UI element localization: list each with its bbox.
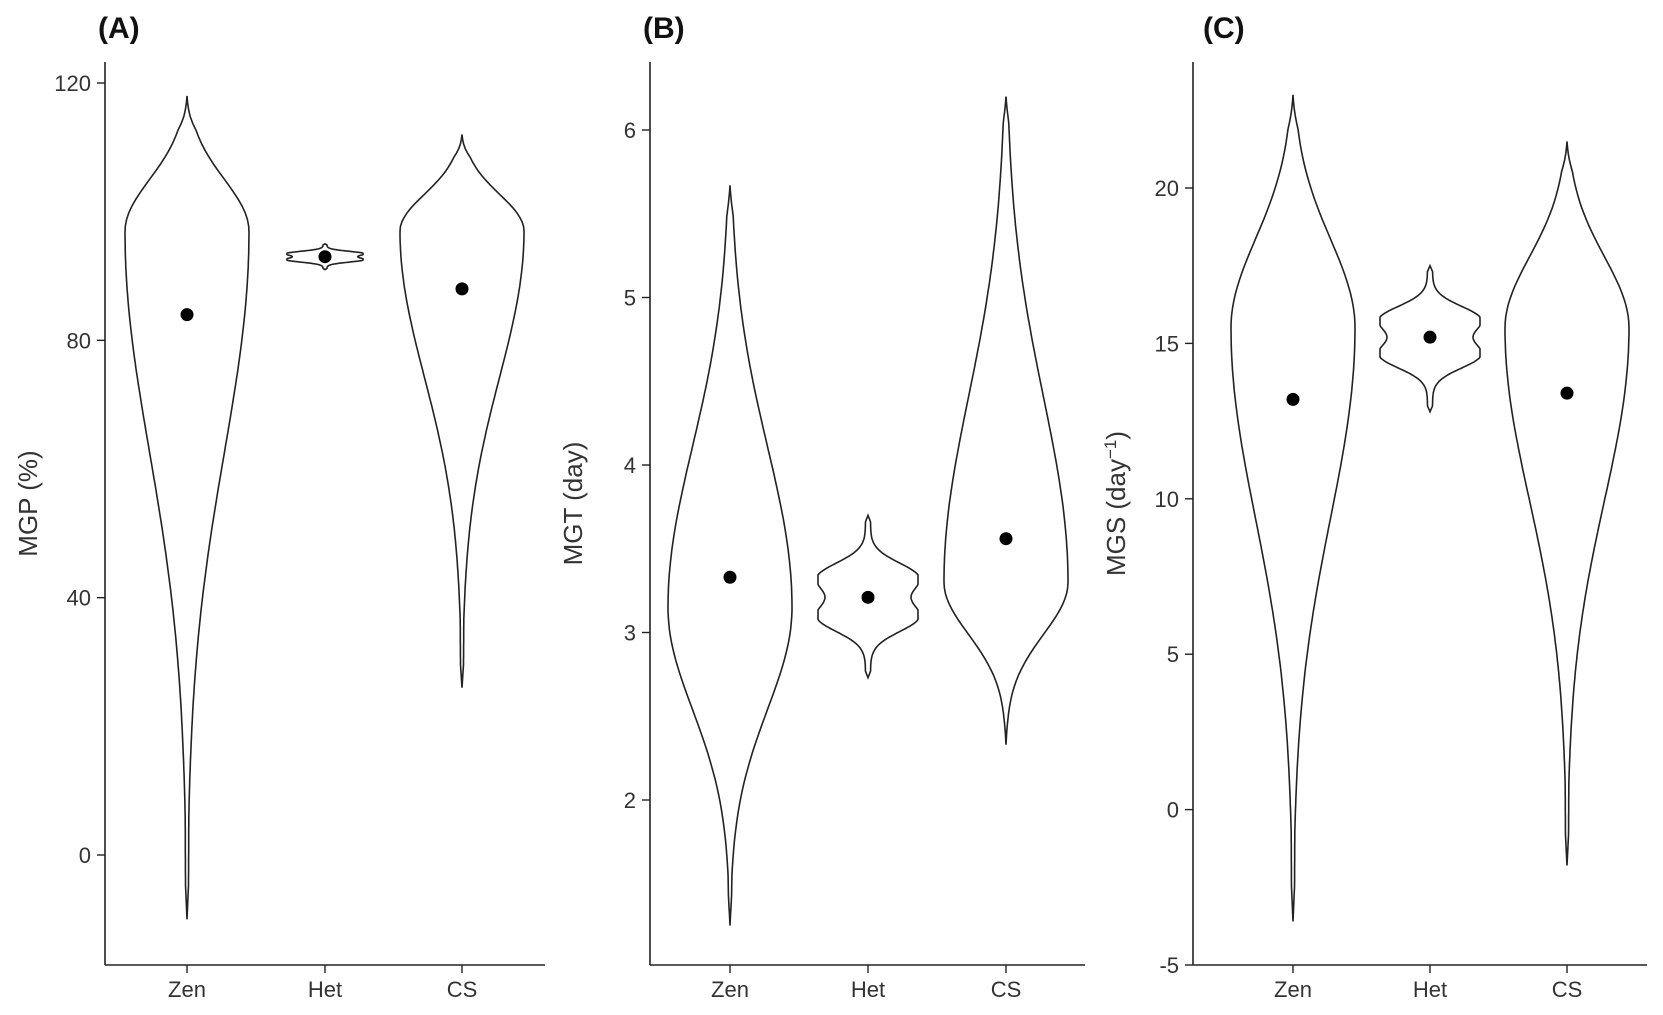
- panel-label: (A): [98, 12, 140, 45]
- violin-zen: [1230, 94, 1356, 922]
- panel-1: (A) 0 40 80 120 Zen Het CS MGP (%): [13, 12, 545, 1002]
- y-axis-title: MGP (%): [13, 450, 43, 556]
- y-tick-label: 10: [1155, 487, 1179, 512]
- violin-cs: [943, 96, 1069, 745]
- mean-point-het: [861, 590, 875, 604]
- y-tick-label: 15: [1155, 331, 1179, 356]
- violin-zen: [124, 95, 250, 920]
- mean-point-zen: [180, 308, 194, 322]
- mean-point-cs: [999, 532, 1013, 546]
- y-tick-label: 5: [624, 286, 636, 311]
- y-tick-label: 2: [624, 788, 636, 813]
- x-tick-label: Het: [308, 977, 342, 1002]
- y-axis-title: MGS (day−1): [1101, 431, 1132, 576]
- y-tick-label: 6: [624, 118, 636, 143]
- y-tick-label: 40: [67, 586, 91, 611]
- violin-cs: [1504, 141, 1630, 866]
- panel-label: (C): [1203, 12, 1245, 45]
- y-tick-label: 0: [1167, 798, 1179, 823]
- y-tick-label: 120: [54, 71, 91, 96]
- y-tick-label: -5: [1159, 953, 1179, 978]
- mean-point-zen: [723, 570, 737, 584]
- mean-point-zen: [1286, 392, 1300, 406]
- x-tick-label: Zen: [711, 977, 749, 1002]
- y-tick-label: 5: [1167, 642, 1179, 667]
- panel-3: (C) -5 0 5 10 15 20 Zen Het CS MGS (day−1): [1101, 12, 1647, 1002]
- x-tick-label: Het: [851, 977, 885, 1002]
- x-tick-label: CS: [447, 977, 478, 1002]
- mean-point-het: [1423, 330, 1437, 344]
- x-tick-label: CS: [1552, 977, 1583, 1002]
- x-tick-label: Zen: [168, 977, 206, 1002]
- violin-zen: [667, 185, 793, 926]
- y-tick-label: 4: [624, 453, 636, 478]
- x-tick-label: CS: [991, 977, 1022, 1002]
- violin-cs: [399, 134, 525, 688]
- panel-label: (B): [643, 12, 685, 45]
- mean-point-het: [318, 250, 332, 264]
- y-tick-label: 3: [624, 621, 636, 646]
- x-tick-label: Het: [1413, 977, 1447, 1002]
- mean-point-cs: [455, 282, 469, 296]
- y-tick-label: 80: [67, 328, 91, 353]
- panel-2: (B) 2 3 4 5 6 Zen Het CS MGT (day): [558, 12, 1085, 1002]
- y-tick-label: 20: [1155, 176, 1179, 201]
- y-tick-label: 0: [79, 843, 91, 868]
- mean-point-cs: [1560, 386, 1574, 400]
- y-axis-title: MGT (day): [558, 442, 588, 566]
- x-tick-label: Zen: [1274, 977, 1312, 1002]
